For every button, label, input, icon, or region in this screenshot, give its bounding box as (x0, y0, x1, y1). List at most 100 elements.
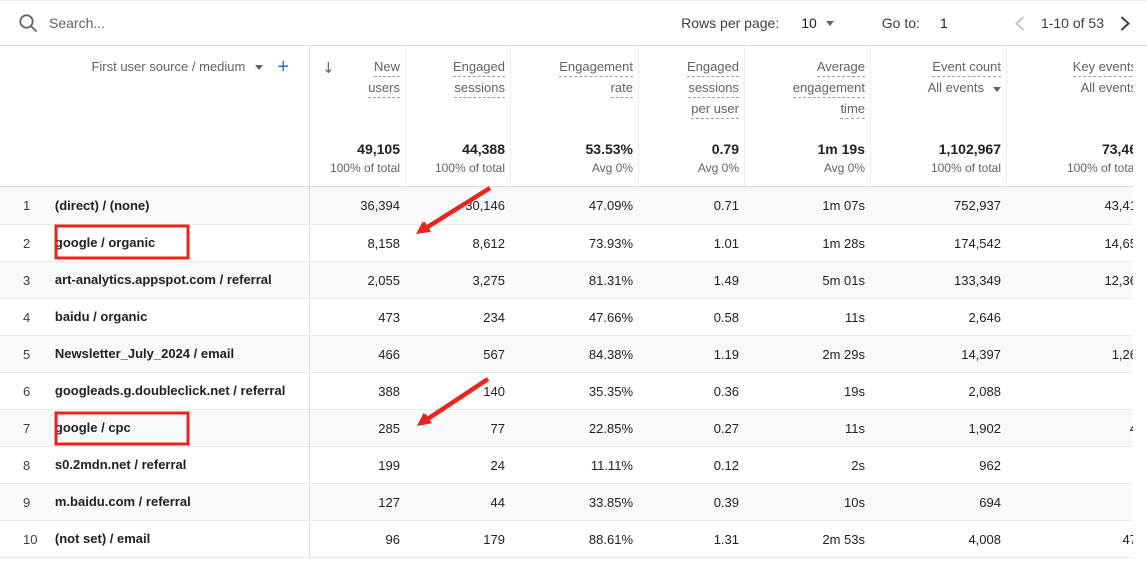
column-header-event-count[interactable]: Event count All events (870, 46, 1006, 131)
cell-engagement-rate: 22.85% (588, 420, 633, 436)
cell-event-count: 962 (979, 457, 1001, 473)
cell-engagement-rate: 35.35% (588, 383, 633, 399)
cell-engaged-sessions-per-user: 0.12 (713, 457, 739, 473)
cell-engagement-rate: 33.85% (588, 494, 633, 510)
row-dimension-value[interactable]: (direct) / (none) (54, 197, 150, 213)
totals-row: 49,105 100% of total 44,388 100% of total 53… (0, 131, 1133, 187)
table-row: 3 art-analytics.appspot.com / referral 2,0… (0, 261, 1133, 298)
cell-engaged-sessions: 8,612 (472, 235, 505, 251)
cell-event-count: 2,646 (968, 309, 1001, 325)
row-dimension-value[interactable]: google / cpc (54, 420, 131, 435)
row-number: 1 (23, 198, 31, 213)
add-dimension-button[interactable]: + (277, 56, 289, 78)
cell-engagement-rate: 11.11% (590, 457, 633, 473)
cell-key-events: 1,26 (1111, 346, 1133, 362)
chevron-right-icon (1121, 16, 1130, 30)
row-number: 4 (23, 309, 31, 325)
dimension-header-label[interactable]: First user source / medium (91, 59, 246, 74)
cell-average-engagement-time: 2s (851, 457, 865, 473)
metric-label-line: Average (745, 59, 865, 77)
cell-new-users: 199 (378, 457, 400, 473)
column-header-new-users[interactable]: ↓ New users (310, 46, 405, 131)
acquisition-table: First user source / medium + ↓ New users En… (0, 46, 1133, 558)
total-value: 49,105 (357, 141, 400, 157)
total-cell-new-users: 49,105 100% of total (310, 131, 405, 186)
cell-average-engagement-time: 11s (845, 309, 865, 325)
cell-engaged-sessions: 30,146 (465, 198, 505, 213)
table-row: 7 google / cpc 285 77 22.85% 0.27 11s 1,902 4 (0, 409, 1133, 446)
column-header-engaged-sessions-per-user[interactable]: Engaged sessions per user (638, 46, 744, 131)
rows-per-page-select[interactable]: 10 (801, 15, 834, 31)
cell-new-users: 96 (385, 531, 400, 547)
metric-headers: ↓ New users Engaged sessions Engagement rate En… (310, 46, 1133, 131)
cell-key-events: 43,41 (1104, 198, 1133, 213)
totals-dimension-cell (0, 131, 310, 186)
cell-engaged-sessions-per-user: 0.39 (713, 494, 739, 510)
cell-engaged-sessions: 77 (490, 420, 505, 436)
total-subtext: 100% of total (329, 161, 400, 175)
cell-new-users: 8,158 (367, 235, 400, 251)
chevron-down-icon (993, 87, 1001, 92)
cell-engaged-sessions: 24 (490, 457, 505, 473)
pagination-controls: Rows per page: 10 Go to: 1-10 of 53 (681, 14, 1133, 33)
cell-new-users: 2,055 (367, 272, 400, 288)
cell-average-engagement-time: 5m 01s (822, 272, 865, 288)
row-number: 6 (23, 383, 31, 399)
total-value: 0.79 (711, 141, 739, 157)
metric-label-line: Event count (871, 59, 1001, 77)
metric-label-line: time (745, 101, 865, 119)
row-dimension-value[interactable]: m.baidu.com / referral (54, 494, 191, 509)
cell-key-events: 12,36 (1104, 272, 1133, 288)
cell-engaged-sessions: 234 (483, 309, 505, 325)
total-subtext: Avg 0% (591, 161, 633, 175)
cell-new-users: 388 (378, 383, 400, 399)
search-input[interactable] (49, 15, 529, 31)
cell-engaged-sessions-per-user: 0.71 (713, 198, 739, 213)
totals-metrics: 49,105 100% of total 44,388 100% of total 53… (310, 131, 1133, 186)
previous-page-button[interactable] (1012, 14, 1027, 33)
dimension-caret-icon[interactable] (255, 65, 264, 70)
metric-label-line: Engaged (639, 59, 739, 77)
total-cell-average-engagement-time: 1m 19s Avg 0% (744, 131, 870, 186)
row-dimension-value[interactable]: s0.2mdn.net / referral (54, 457, 187, 472)
table-row: 9 m.baidu.com / referral 127 44 33.85% 0.39 10… (0, 483, 1133, 520)
column-header-average-engagement-time[interactable]: Average engagement time (744, 46, 870, 131)
next-page-button[interactable] (1118, 14, 1133, 33)
column-header-key-events[interactable]: Key events All events (1006, 46, 1133, 131)
row-dimension-value[interactable]: baidu / organic (54, 309, 148, 324)
metric-filter-event-count[interactable]: All events (871, 80, 1001, 96)
cell-event-count: 2,088 (968, 383, 1001, 399)
metric-label-line: sessions (639, 80, 739, 98)
cell-new-users: 466 (378, 346, 400, 362)
total-value: 53.53% (585, 141, 633, 157)
cell-key-events: 14,65 (1104, 235, 1133, 251)
metric-label-line: Engagement (511, 59, 633, 77)
row-number: 10 (23, 531, 38, 547)
chevron-down-icon (825, 20, 834, 26)
metric-label-line: Engaged (406, 59, 505, 77)
total-cell-event-count: 1,102,967 100% of total (870, 131, 1006, 186)
table-row: 10 (not set) / email 96 179 88.61% 1.31 2m 53s… (0, 520, 1133, 557)
column-header-engagement-rate[interactable]: Engagement rate (510, 46, 638, 131)
table-row: 5 Newsletter_July_2024 / email 466 567 84.38… (0, 335, 1133, 372)
table-row: 8 s0.2mdn.net / referral 199 24 11.11% 0.12 2s… (0, 446, 1133, 483)
row-dimension-value[interactable]: google / organic (54, 235, 156, 250)
sort-descending-icon[interactable]: ↓ (322, 59, 335, 77)
metric-label-line: per user (639, 101, 739, 119)
cell-average-engagement-time: 1m 07s (822, 198, 865, 213)
metric-filter-key-events[interactable]: All events (1080, 80, 1133, 95)
total-value: 73,46 (1101, 141, 1133, 157)
row-number: 8 (23, 457, 31, 473)
row-dimension-value[interactable]: (not set) / email (54, 531, 151, 546)
column-header-engaged-sessions[interactable]: Engaged sessions (405, 46, 510, 131)
cell-average-engagement-time: 19s (844, 383, 865, 399)
cell-event-count: 1,902 (968, 420, 1001, 436)
metric-label-line: sessions (406, 80, 505, 98)
row-dimension-value[interactable]: Newsletter_July_2024 / email (54, 346, 235, 361)
search-field[interactable] (18, 13, 578, 33)
row-dimension-value[interactable]: art-analytics.appspot.com / referral (54, 272, 272, 287)
cell-key-events: 47 (1122, 531, 1133, 547)
row-dimension-value[interactable]: googleads.g.doubleclick.net / referral (54, 383, 286, 398)
goto-page-input[interactable] (939, 15, 970, 31)
row-number: 7 (23, 420, 31, 436)
